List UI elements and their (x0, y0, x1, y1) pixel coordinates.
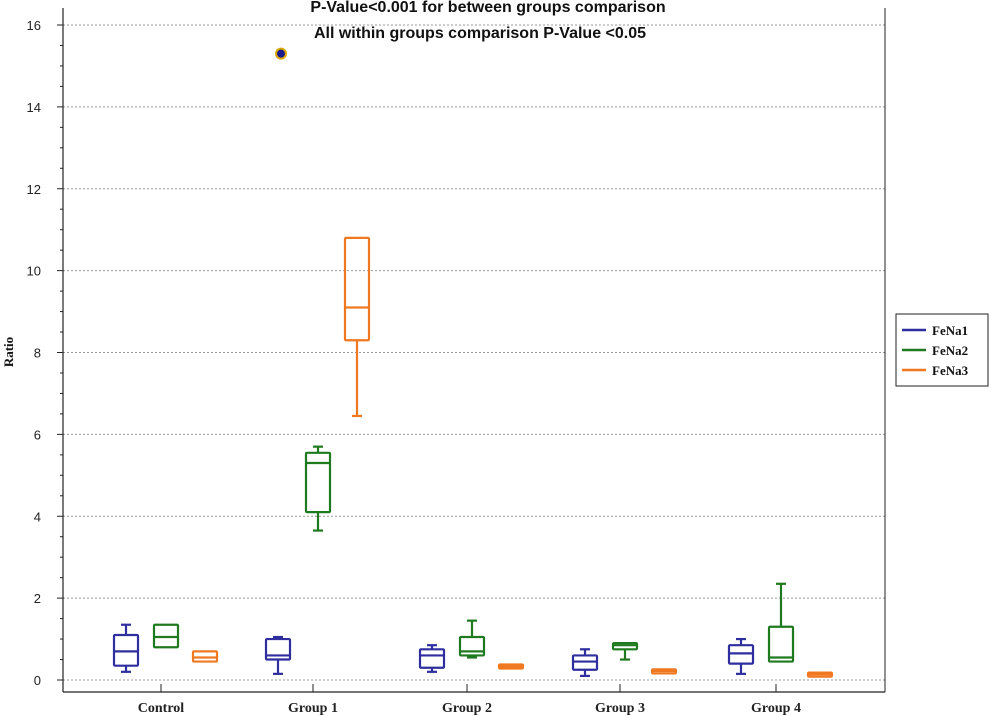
box-FeNa1-Group-4 (727, 637, 755, 675)
x-tick-label-3: Group 3 (595, 701, 645, 716)
y-tick-label-12: 12 (27, 182, 41, 197)
box-iqr (343, 236, 371, 342)
y-tick-label-6: 6 (34, 427, 41, 442)
box-FeNa2-Group-1 (304, 445, 332, 532)
legend: FeNa1 FeNa2 FeNa3 (895, 313, 989, 387)
x-tick-label-2: Group 2 (442, 701, 492, 716)
box-FeNa1-Control (112, 623, 140, 673)
box-iqr (458, 635, 486, 657)
legend-item-FeNa1: FeNa1 (902, 323, 968, 338)
y-tick-label-16: 16 (27, 18, 41, 33)
legend-label: FeNa2 (932, 343, 968, 358)
box-FeNa3-Group-3 (650, 668, 678, 675)
box-FeNa1-Group-2 (418, 644, 446, 673)
y-tick-label-0: 0 (34, 673, 41, 688)
box-FeNa3-Group-4 (806, 671, 834, 678)
x-tick-label-4: Group 4 (751, 701, 801, 716)
y-tick-label-8: 8 (34, 346, 41, 361)
axis-layer: 0 2 4 6 8 10 12 14 16 Control Group 1 Group 2 Group … (27, 8, 886, 716)
y-tick-label-2: 2 (34, 591, 41, 606)
x-tick-label-1: Group 1 (288, 701, 338, 716)
box-layer (112, 47, 834, 678)
chart-title: P-Value<0.001 for between groups compari… (310, 0, 665, 42)
legend-label: FeNa1 (932, 323, 968, 338)
legend-item-FeNa2: FeNa2 (902, 343, 968, 358)
grid-layer (63, 24, 885, 681)
box-FeNa2-Group-4 (767, 582, 795, 663)
box-FeNa1-Group-1 (264, 47, 292, 675)
y-axis-label: Ratio (1, 337, 16, 367)
box-iqr (418, 648, 446, 669)
outlier-point (275, 47, 287, 60)
box-FeNa2-Group-2 (458, 619, 486, 659)
legend-label: FeNa3 (932, 363, 969, 378)
box-FeNa3-Group-1 (343, 236, 371, 418)
box-FeNa3-Group-2 (497, 663, 525, 670)
legend-item-FeNa3: FeNa3 (902, 363, 969, 378)
title-line-2: All within groups comparison P-Value <0.… (314, 25, 646, 42)
title-line-1: P-Value<0.001 for between groups compari… (310, 0, 665, 16)
box-FeNa2-Control (152, 623, 180, 649)
box-iqr (264, 637, 292, 661)
box-FeNa3-Control (191, 650, 219, 663)
box-iqr (767, 625, 795, 663)
box-FeNa1-Group-3 (571, 648, 599, 678)
y-tick-label-10: 10 (27, 264, 41, 279)
x-tick-label-0: Control (138, 701, 185, 716)
y-tick-label-4: 4 (34, 509, 41, 524)
box-iqr (304, 451, 332, 514)
y-tick-label-14: 14 (27, 100, 41, 115)
box-FeNa2-Group-3 (611, 642, 639, 661)
